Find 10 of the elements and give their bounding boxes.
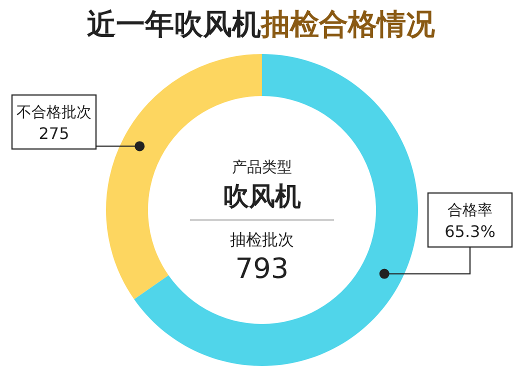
donut-slice bbox=[134, 54, 418, 366]
chart-title: 近一年吹风机抽检合格情况 bbox=[87, 7, 436, 41]
data-label: 65.3% bbox=[444, 222, 496, 241]
text: 抽检批次 bbox=[230, 230, 294, 249]
text: 793 bbox=[235, 252, 289, 285]
text: 吹风机 bbox=[223, 182, 301, 212]
text: 275 bbox=[38, 124, 70, 143]
text: 产品类型 bbox=[232, 158, 292, 176]
slice-label: 合格率 bbox=[448, 201, 492, 219]
slice-label: 不合格批次 bbox=[16, 103, 92, 121]
